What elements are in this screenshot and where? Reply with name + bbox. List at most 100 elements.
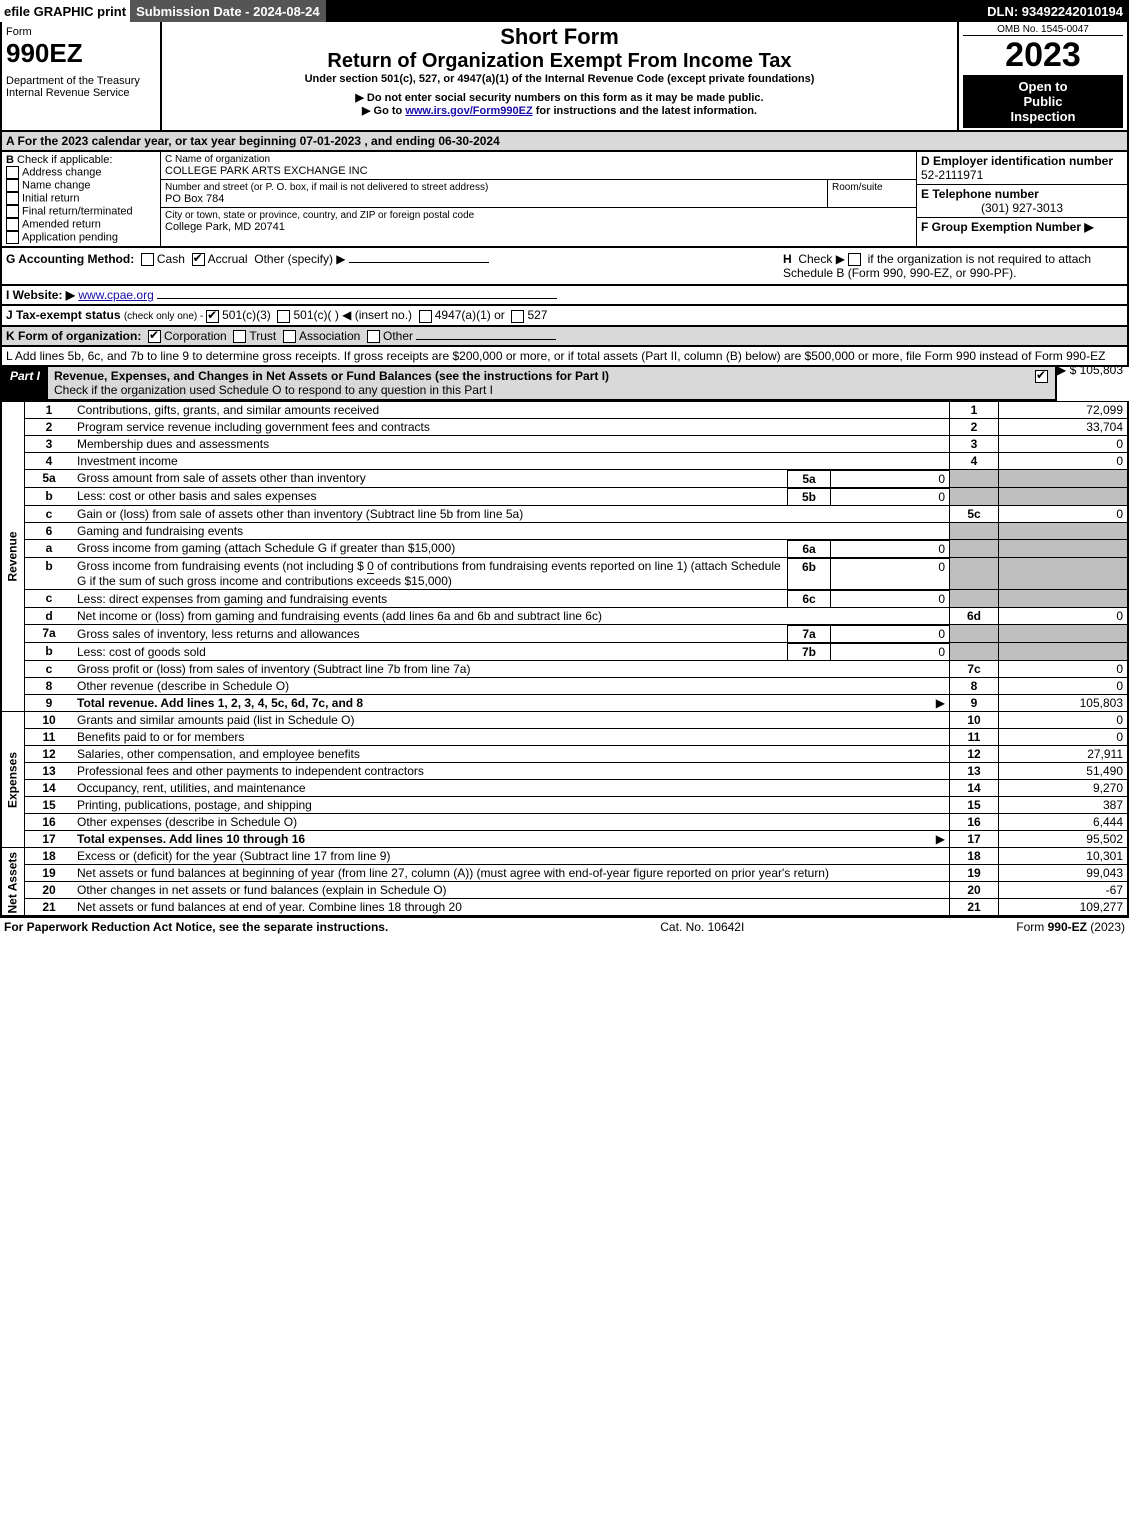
line-desc-1: Contributions, gifts, grants, and simila… [73,401,950,418]
k-corp-checkbox[interactable] [148,330,161,343]
line-amt-3: 0 [999,435,1129,452]
dept-irs: Internal Revenue Service [6,87,156,99]
accrual-checkbox[interactable] [192,253,205,266]
website-underline [157,298,557,299]
line-amt-10: 0 [999,712,1129,729]
section-expenses-label: Expenses [1,712,25,848]
gh-row: G Accounting Method: Cash Accrual Other … [0,248,1129,286]
f-label: F Group Exemption Number ▶ [921,220,1094,234]
lines-table: Revenue 1 Contributions, gifts, grants, … [0,401,1129,918]
footer-right-pre: Form [1016,920,1047,934]
short-form-title: Short Form [168,24,951,50]
opt-final: Final return/terminated [22,205,133,217]
c-street-label: Number and street (or P. O. box, if mail… [165,182,823,193]
irs-link[interactable]: www.irs.gov/Form990EZ [405,105,532,117]
line-amt-18: 10,301 [999,848,1129,865]
subamt-5b: 0 [831,488,950,505]
line-amt-15: 387 [999,797,1129,814]
i-label: I Website: ▶ [6,288,75,302]
submission-date: Submission Date - 2024-08-24 [130,0,326,22]
line-desc-21: Net assets or fund balances at end of ye… [73,899,950,917]
arrow-icon-17: ▶ [936,832,945,846]
open-line3: Inspection [967,109,1119,124]
j-501c3-checkbox[interactable] [206,310,219,323]
name-change-checkbox[interactable] [6,179,19,192]
line-desc-6d: Net income or (loss) from gaming and fun… [73,608,950,625]
line-amt-4: 0 [999,452,1129,469]
h-checkbox[interactable] [848,253,861,266]
j-501c3: 501(c)(3) [222,308,271,322]
j-527-checkbox[interactable] [511,310,524,323]
d-label: D Employer identification number [921,154,1113,168]
line-desc-16: Other expenses (describe in Schedule O) [73,814,950,831]
open-inspection: Open to Public Inspection [963,75,1123,128]
section-l: L Add lines 5b, 6c, and 7b to line 9 to … [0,347,1129,367]
line-desc-13: Professional fees and other payments to … [73,763,950,780]
sched-o-checkbox[interactable] [1035,370,1048,383]
section-h: H Check ▶ if the organization is not req… [783,252,1123,280]
addr-change-checkbox[interactable] [6,166,19,179]
j-501c-checkbox[interactable] [277,310,290,323]
top-bar: efile GRAPHIC print Submission Date - 20… [0,0,1129,22]
opt-pending: Application pending [22,231,118,243]
sub-6c: 6c [788,591,831,608]
form-number: 990EZ [6,38,156,69]
k-corp: Corporation [164,329,227,343]
line-desc-6: Gaming and fundraising events [73,522,950,539]
line-desc-12: Salaries, other compensation, and employ… [73,746,950,763]
line-amt-9: 105,803 [999,695,1129,712]
sub-7a: 7a [788,626,831,643]
form-header: Form 990EZ Department of the Treasury In… [0,22,1129,132]
line-amt-6d: 0 [999,608,1129,625]
year-block: OMB No. 1545-0047 2023 Open to Public In… [959,22,1127,130]
goto-pre: ▶ Go to [362,105,405,117]
line-desc-7b: Less: cost of goods sold [73,644,788,661]
line-desc-10: Grants and similar amounts paid (list in… [73,712,950,729]
e-label: E Telephone number [921,187,1039,201]
footer-left: For Paperwork Reduction Act Notice, see … [4,920,388,934]
cash-checkbox[interactable] [141,253,154,266]
app-pending-checkbox[interactable] [6,231,19,244]
subamt-7b: 0 [831,644,950,661]
line-desc-6a: Gross income from gaming (attach Schedul… [73,540,788,557]
c-city-label: City or town, state or province, country… [165,210,912,221]
b-checkif: Check if applicable: [17,154,112,166]
line-amt-5c: 0 [999,505,1129,522]
section-i: I Website: ▶ www.cpae.org [0,286,1129,306]
goto-line: ▶ Go to www.irs.gov/Form990EZ for instru… [168,104,951,117]
line-amt-14: 9,270 [999,780,1129,797]
k-trust-checkbox[interactable] [233,330,246,343]
amended-return-checkbox[interactable] [6,218,19,231]
k-other-checkbox[interactable] [367,330,380,343]
opt-name: Name change [22,179,91,191]
sub-5b: 5b [788,488,831,505]
line-desc-7c: Gross profit or (loss) from sales of inv… [73,661,950,678]
k-assoc: Association [299,329,360,343]
line-amt-21: 109,277 [999,899,1129,917]
line-17-text: Total expenses. Add lines 10 through 16 [77,832,305,846]
room-suite-label: Room/suite [827,180,916,207]
6b-pre: Gross income from fundraising events (no… [77,559,367,573]
line-amt-13: 51,490 [999,763,1129,780]
k-other-input[interactable] [416,339,556,340]
j-501c: 501(c)( ) ◀ (insert no.) [293,308,412,322]
subamt-7a: 0 [831,626,950,643]
subamt-6a: 0 [831,540,950,557]
initial-return-checkbox[interactable] [6,192,19,205]
footer-right: Form 990-EZ (2023) [1016,920,1125,934]
website-link[interactable]: www.cpae.org [78,288,153,302]
final-return-checkbox[interactable] [6,205,19,218]
section-def: D Employer identification number 52-2111… [917,152,1127,246]
k-label: K Form of organization: [6,329,141,343]
k-assoc-checkbox[interactable] [283,330,296,343]
return-title: Return of Organization Exempt From Incom… [168,50,951,73]
phone-value: (301) 927-3013 [921,201,1123,215]
line-desc-7a: Gross sales of inventory, less returns a… [73,626,788,643]
j-4947-checkbox[interactable] [419,310,432,323]
line-desc-5a: Gross amount from sale of assets other t… [73,470,788,487]
section-j: J Tax-exempt status (check only one) - 5… [0,306,1129,326]
open-line2: Public [967,94,1119,109]
g-other-input[interactable] [349,262,489,263]
title-block: Short Form Return of Organization Exempt… [162,22,959,130]
j-4947: 4947(a)(1) or [435,308,505,322]
